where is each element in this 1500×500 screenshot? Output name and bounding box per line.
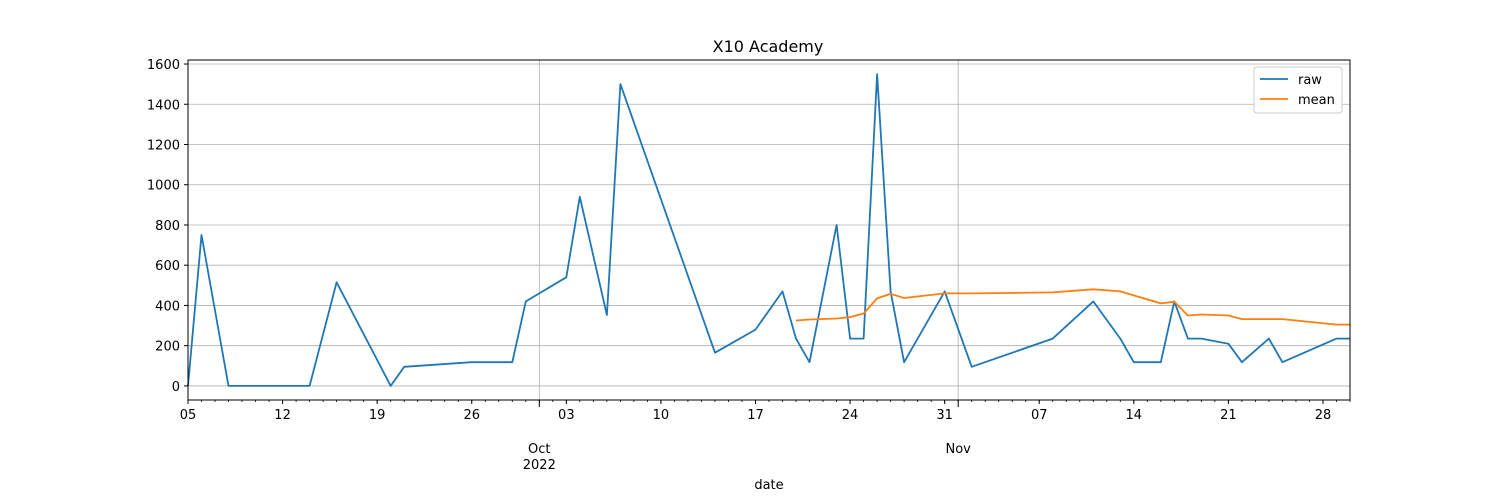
x-major-tick-sublabel: 2022 bbox=[523, 458, 556, 473]
x-major-tick-label: Nov bbox=[945, 442, 971, 457]
x-tick-label: 07 bbox=[1031, 408, 1048, 423]
y-tick-label: 400 bbox=[155, 299, 180, 314]
x-tick-label: 12 bbox=[274, 408, 291, 423]
x-tick-label: 10 bbox=[653, 408, 670, 423]
y-tick-label: 1200 bbox=[147, 138, 180, 153]
series-line-mean bbox=[795, 288, 1350, 326]
x-tick-label: 28 bbox=[1315, 408, 1332, 423]
series-line-raw bbox=[187, 73, 1350, 387]
y-tick-label: 200 bbox=[155, 340, 180, 355]
chart-title: X10 Academy bbox=[713, 37, 824, 56]
x-axis-label: date bbox=[754, 478, 783, 493]
legend-label-mean: mean bbox=[1298, 93, 1335, 108]
y-tick-label: 0 bbox=[172, 380, 180, 395]
x-tick-label: 31 bbox=[936, 408, 953, 423]
x-tick-label: 19 bbox=[369, 408, 386, 423]
x-tick-label: 21 bbox=[1220, 408, 1237, 423]
y-tick-label: 1000 bbox=[147, 179, 180, 194]
y-tick-label: 600 bbox=[155, 259, 180, 274]
y-tick-label: 800 bbox=[155, 219, 180, 234]
plot-series bbox=[187, 73, 1350, 387]
x-tick-label: 17 bbox=[747, 408, 764, 423]
x-tick-label: 14 bbox=[1126, 408, 1143, 423]
x-tick-label: 26 bbox=[463, 408, 480, 423]
x-tick-label: 03 bbox=[558, 408, 575, 423]
y-tick-label: 1600 bbox=[147, 58, 180, 73]
legend-label-raw: raw bbox=[1298, 73, 1322, 88]
y-tick-label: 1400 bbox=[147, 98, 180, 113]
x-tick-label: 24 bbox=[842, 408, 859, 423]
x-major-tick-label: Oct bbox=[528, 442, 550, 457]
grid bbox=[188, 60, 1350, 400]
x-tick-label: 05 bbox=[180, 408, 197, 423]
axis-ticks: 0 200 400 600 800 1000 1200 1400 1600 05 12 19 26 03 1… bbox=[147, 58, 1351, 473]
legend: raw mean bbox=[1253, 66, 1343, 114]
